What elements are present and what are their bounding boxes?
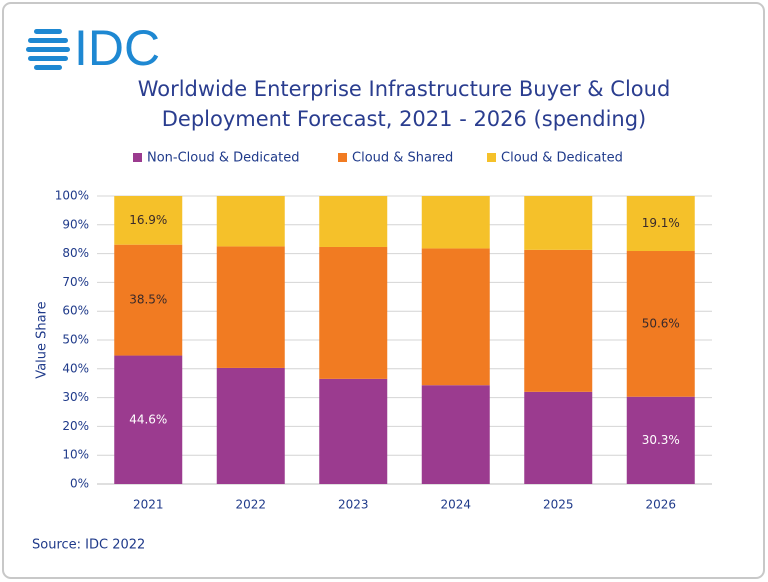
logo-text: IDC	[74, 20, 160, 76]
data-label: 44.6%	[129, 412, 167, 426]
x-tick-label: 2026	[645, 498, 676, 512]
data-label: 30.3%	[642, 433, 680, 447]
bar-segment	[319, 378, 388, 484]
y-tick-label: 60%	[62, 304, 89, 318]
bar-segment	[114, 244, 183, 356]
bar-segment	[626, 196, 695, 252]
y-tick-label: 0%	[70, 477, 89, 491]
legend-label: Non-Cloud & Dedicated	[147, 151, 299, 166]
bar-segment	[114, 196, 183, 245]
legend-label: Cloud & Shared	[352, 151, 453, 166]
bar-segment	[216, 246, 285, 368]
chart-title: Worldwide Enterprise Infrastructure Buye…	[138, 77, 671, 101]
y-tick-label: 30%	[62, 390, 89, 404]
legend-swatch	[487, 153, 496, 162]
data-label: 38.5%	[129, 293, 167, 307]
logo-globe	[26, 29, 70, 70]
bar-segment	[524, 391, 593, 484]
bar-segment	[216, 367, 285, 484]
bar-segment	[216, 196, 285, 247]
data-label: 16.9%	[129, 213, 167, 227]
y-tick-label: 50%	[62, 333, 89, 347]
bar-segment	[524, 249, 593, 392]
bar-segment	[319, 196, 388, 247]
bar-segment	[626, 396, 695, 484]
source: Source: IDC 2022	[32, 538, 145, 553]
bar-segment	[319, 246, 388, 379]
data-label: 19.1%	[642, 216, 680, 230]
y-tick-label: 100%	[55, 189, 89, 203]
data-label: 50.6%	[642, 316, 680, 330]
legend-swatch	[338, 153, 347, 162]
legend-label: Cloud & Dedicated	[501, 151, 623, 166]
chart-title: Deployment Forecast, 2021 - 2026 (spendi…	[162, 107, 647, 131]
legend-swatch	[133, 153, 142, 162]
bar-segment	[626, 251, 695, 397]
bar-segment	[421, 196, 490, 249]
x-tick-label: 2021	[133, 498, 164, 512]
x-tick-label: 2022	[235, 498, 266, 512]
y-tick-label: 20%	[62, 419, 89, 433]
bar-segment	[114, 355, 183, 484]
y-tick-label: 40%	[62, 361, 89, 375]
bar-segment	[421, 385, 490, 484]
bar-segment	[524, 196, 593, 250]
y-tick-label: 10%	[62, 448, 89, 462]
bar-segment	[421, 248, 490, 386]
x-tick-label: 2023	[338, 498, 369, 512]
y-tick-label: 70%	[62, 275, 89, 289]
y-tick-label: 80%	[62, 246, 89, 260]
x-tick-label: 2025	[543, 498, 574, 512]
y-tick-label: 90%	[62, 217, 89, 231]
y-axis-label: Value Share	[35, 301, 50, 378]
x-tick-label: 2024	[440, 498, 471, 512]
